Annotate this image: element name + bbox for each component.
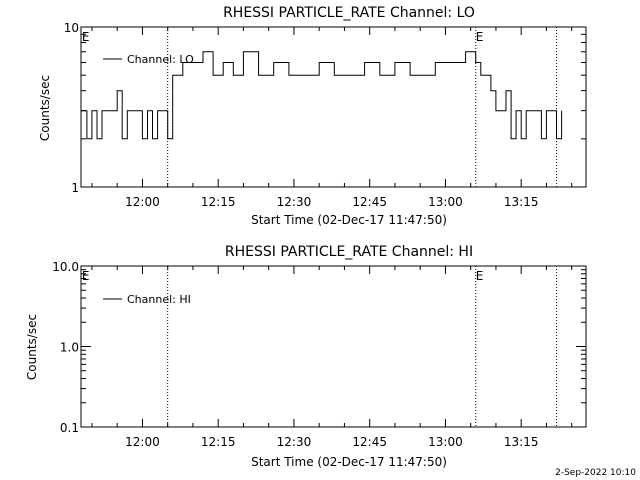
x-tick-label: 13:15 xyxy=(504,435,539,449)
event-marker: E xyxy=(82,30,90,44)
x-tick-label: 12:00 xyxy=(125,195,160,209)
chart-title: RHESSI PARTICLE_RATE Channel: HI xyxy=(225,244,473,260)
y-tick-label: 1.0 xyxy=(60,341,79,355)
x-axis-label: Start Time (02-Dec-17 11:47:50) xyxy=(251,213,447,227)
x-tick-label: 13:00 xyxy=(428,195,463,209)
panel-hi: RHESSI PARTICLE_RATE Channel: HI Start T… xyxy=(25,244,587,469)
plot-frame xyxy=(80,26,587,188)
x-tick-label: 12:15 xyxy=(201,195,236,209)
x-tick-label: 12:15 xyxy=(201,435,236,449)
x-tick-label: 12:45 xyxy=(352,195,387,209)
y-tick-label: 0.1 xyxy=(60,421,79,435)
x-tick-label: 12:45 xyxy=(352,435,387,449)
footer-date: 2-Sep-2022 10:10 xyxy=(555,468,636,478)
panel-lo: RHESSI PARTICLE_RATE Channel: LO Start T… xyxy=(38,5,587,227)
x-tick-label: 13:00 xyxy=(428,435,463,449)
x-tick-label: 12:00 xyxy=(125,435,160,449)
y-axis-label: Counts/sec xyxy=(38,75,52,141)
x-axis-label: Start Time (02-Dec-17 11:47:50) xyxy=(251,455,447,469)
event-marker: E xyxy=(476,269,484,283)
chart-title: RHESSI PARTICLE_RATE Channel: LO xyxy=(223,5,475,21)
x-tick-label: 12:30 xyxy=(277,435,312,449)
legend-label: Channel: LO xyxy=(127,53,194,66)
x-tick-label: 12:30 xyxy=(277,195,312,209)
y-tick-label: 10 xyxy=(64,21,79,35)
y-tick-label: 1 xyxy=(71,181,79,195)
y-axis-label: Counts/sec xyxy=(25,314,39,380)
y-tick-label: 10.0 xyxy=(52,260,79,274)
event-marker: E xyxy=(82,269,90,283)
event-marker: E xyxy=(476,30,484,44)
legend-label: Channel: HI xyxy=(127,293,191,306)
series-line xyxy=(81,51,563,140)
x-tick-label: 13:15 xyxy=(504,195,539,209)
